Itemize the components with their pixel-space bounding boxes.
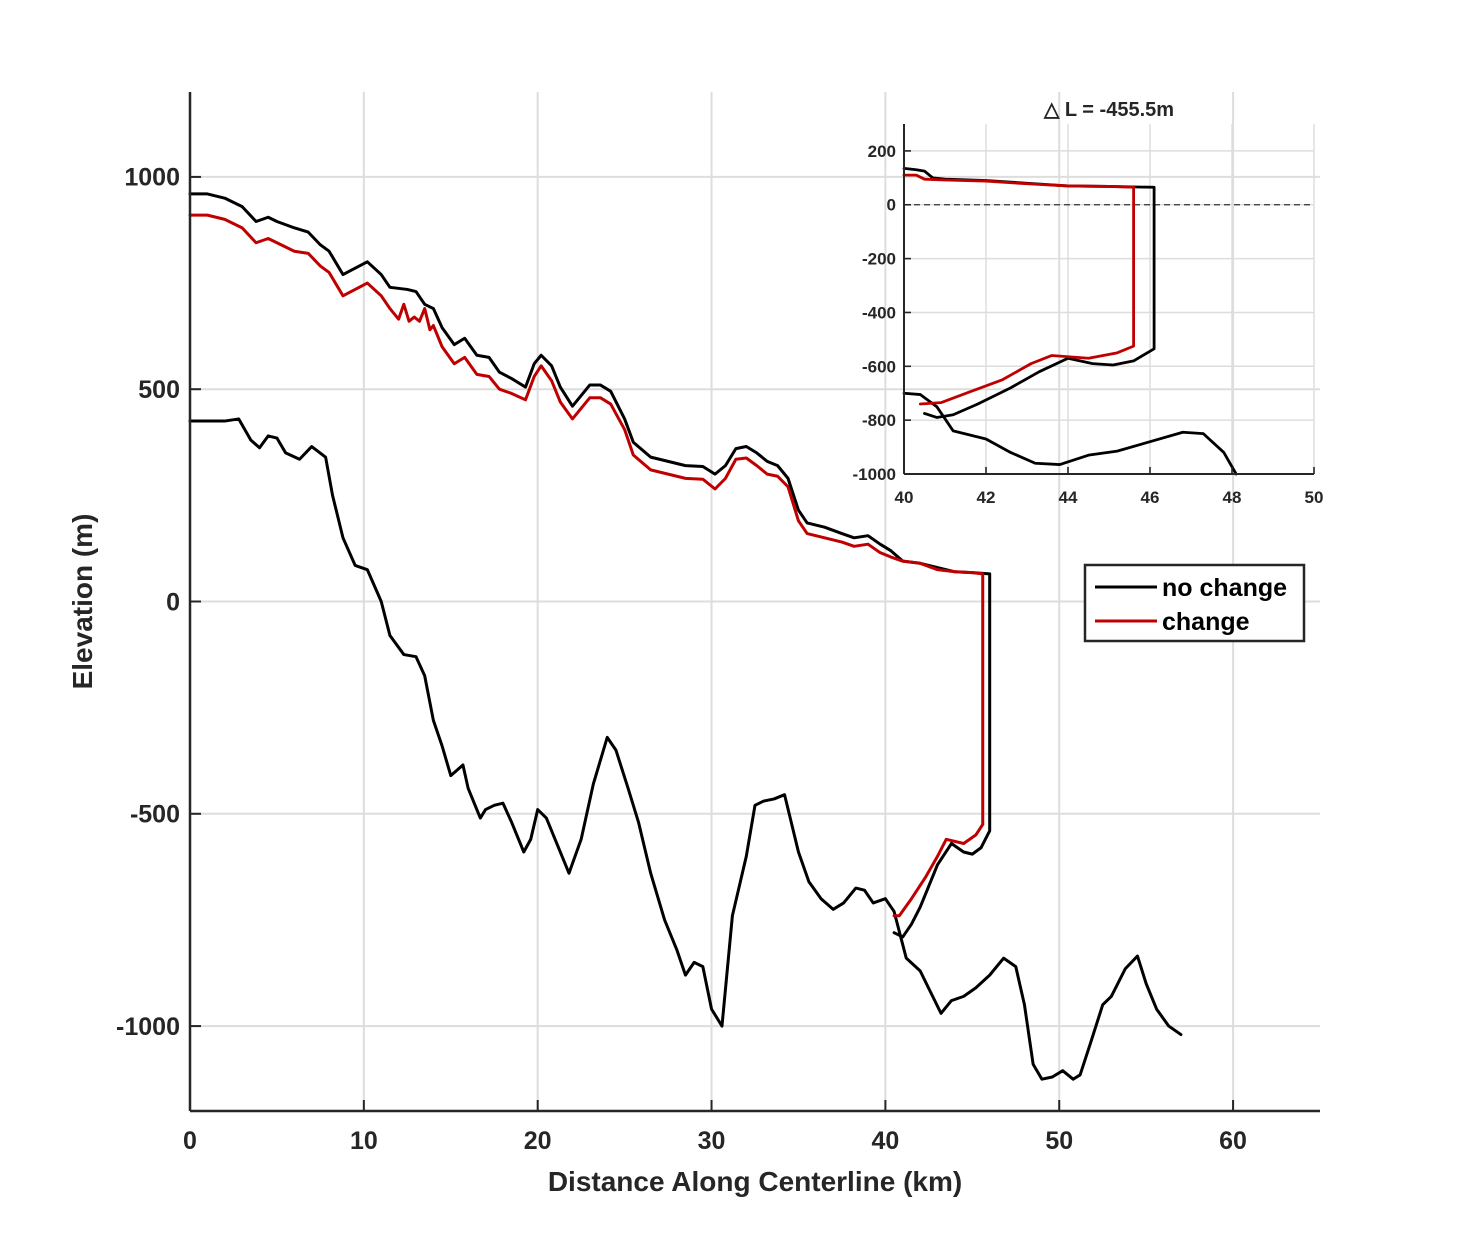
legend-label-change: change [1162, 608, 1250, 636]
series-bed-no-change-line [188, 417, 1183, 1081]
main-plot: 0 10 20 30 40 50 60 -1000 -500 0 500 1000 Distance A… [67, 92, 1320, 1197]
y-tick-label: -600 [862, 357, 896, 376]
y-tick-label: 1000 [124, 164, 180, 192]
x-tick-label: 50 [1045, 1127, 1073, 1155]
legend: no change change [1083, 563, 1306, 643]
x-tick-label: 46 [1141, 488, 1160, 507]
y-axis-title: Elevation (m) [67, 514, 98, 690]
x-tick-label: 44 [1059, 488, 1078, 507]
x-tick-label: 42 [977, 488, 996, 507]
y-tick-label: -800 [862, 411, 896, 430]
y-tick-label: 0 [887, 196, 896, 215]
series-surface-change-line [188, 213, 985, 918]
series-bed-no-change-line [902, 391, 1238, 476]
x-tick-label: 30 [698, 1127, 726, 1155]
x-tick-label: 60 [1219, 1127, 1247, 1155]
y-tick-label: 200 [868, 142, 896, 161]
x-tick-label: 50 [1305, 488, 1324, 507]
series-surface-change-line [902, 173, 1135, 406]
y-tick-label: -400 [862, 303, 896, 322]
x-tick-label: 20 [524, 1127, 552, 1155]
x-tick-label: 40 [871, 1127, 899, 1155]
x-axis-title: Distance Along Centerline (km) [548, 1166, 962, 1197]
y-tick-label: -500 [130, 801, 180, 829]
inset-plot: 40 42 44 46 48 50 -1000 -800 -600 -400 -200 0 200 △ L… [853, 99, 1324, 507]
x-tick-label: 48 [1223, 488, 1242, 507]
inset-title: △ L = -455.5m [1043, 99, 1174, 121]
legend-label-no-change: no change [1162, 574, 1287, 602]
y-tick-label: -200 [862, 250, 896, 269]
y-tick-label: -1000 [853, 465, 896, 484]
x-tick-label: 10 [350, 1127, 378, 1155]
x-tick-label: 0 [183, 1127, 197, 1155]
y-tick-label: 500 [138, 376, 180, 404]
legend-box [1083, 563, 1306, 643]
x-tick-label: 40 [895, 488, 914, 507]
y-tick-label: 0 [166, 588, 180, 616]
y-tick-label: -1000 [116, 1013, 180, 1041]
